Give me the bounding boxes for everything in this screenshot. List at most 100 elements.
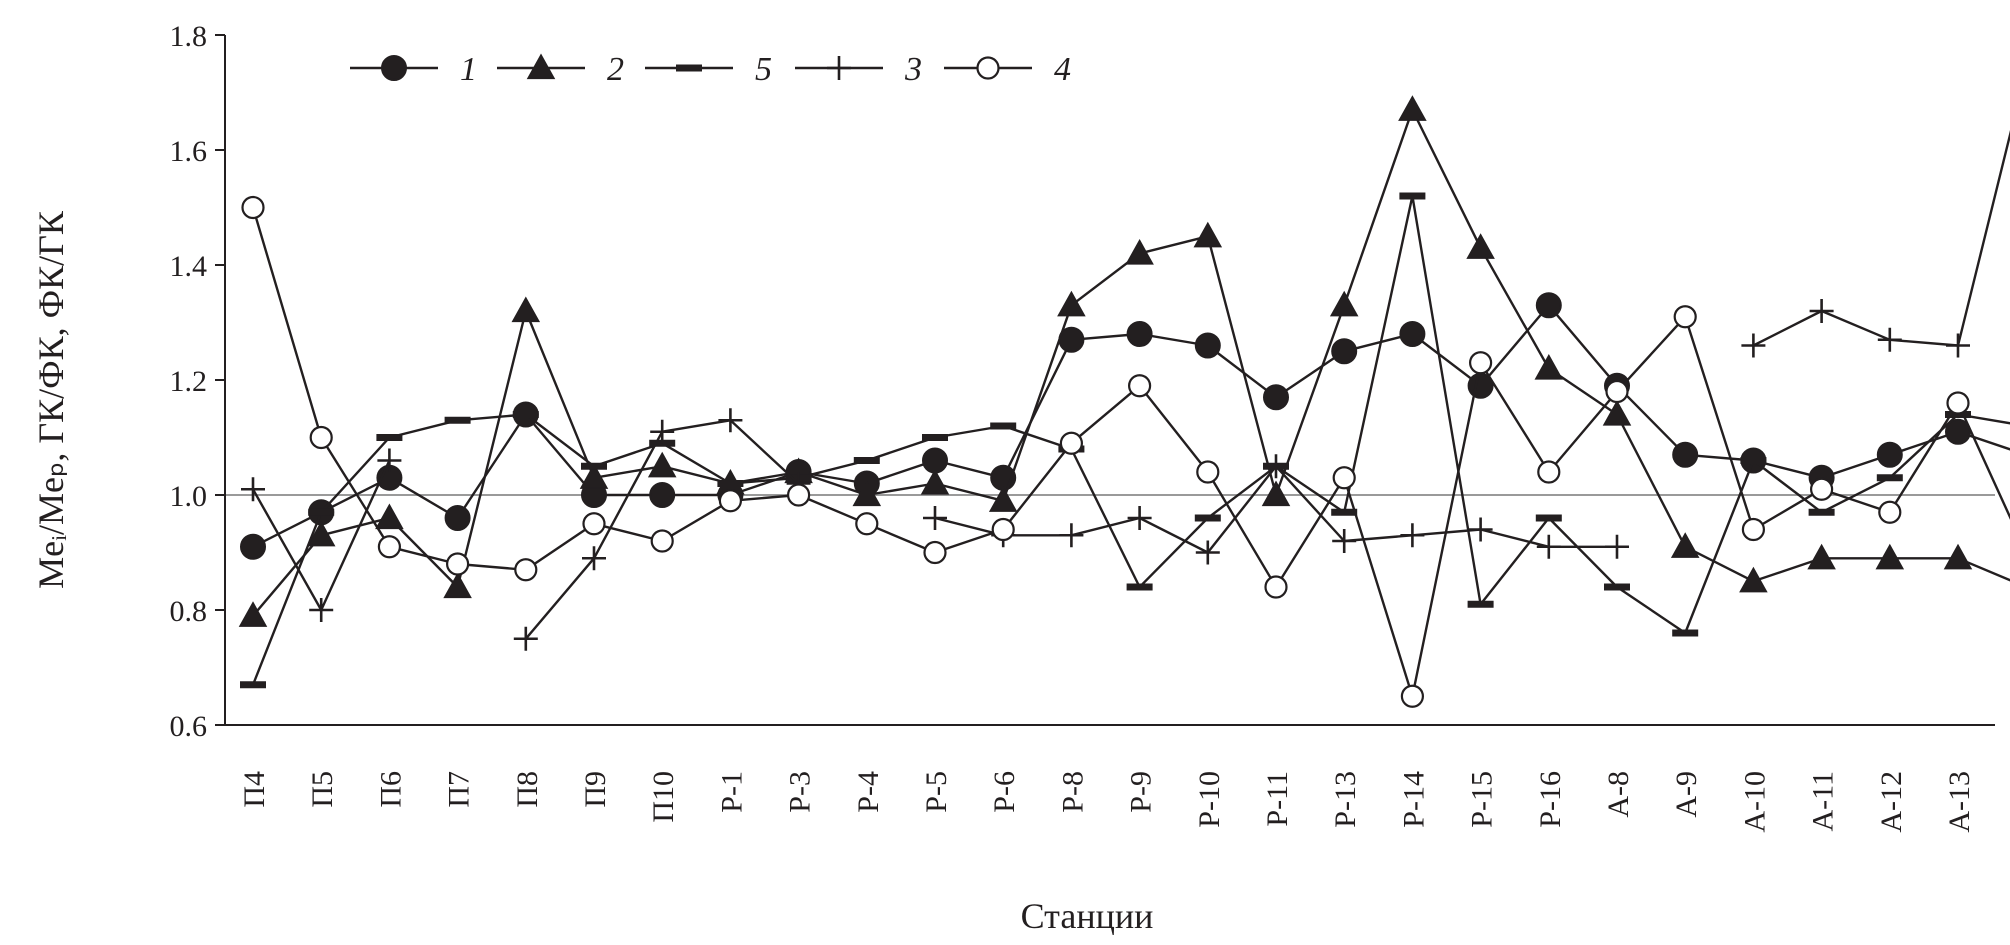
x-tick-label: П5 — [306, 771, 339, 808]
data-point — [1194, 514, 1221, 522]
series-2 — [238, 95, 2010, 627]
data-point — [511, 296, 541, 323]
series-4 — [241, 195, 2010, 708]
data-point — [1536, 534, 1561, 559]
data-point — [579, 463, 609, 489]
x-tick-label: А-10 — [1738, 771, 1771, 833]
data-point — [377, 448, 402, 473]
data-point — [309, 425, 333, 450]
data-point — [923, 540, 947, 565]
data-point — [1399, 192, 1426, 200]
data-point — [1400, 684, 1425, 708]
x-tick-label: А-13 — [1943, 771, 1976, 833]
data-point — [514, 558, 538, 582]
data-point — [1809, 477, 1834, 501]
data-point — [513, 626, 538, 651]
y-tick-label: 1.4 — [170, 250, 208, 283]
data-point — [1535, 514, 1562, 522]
y-axis-title: Meᵢ/Meₚ, ГК/ФК, ФК/ГК — [31, 210, 71, 589]
data-point — [1468, 351, 1493, 375]
data-point — [1127, 506, 1152, 530]
series-1 — [240, 292, 2010, 560]
data-point — [308, 508, 335, 516]
x-tick-label: П7 — [443, 771, 476, 808]
x-axis-title: Станции — [1021, 896, 1154, 936]
data-point — [1807, 543, 1836, 570]
series-5 — [240, 192, 2010, 689]
data-point — [852, 480, 882, 507]
data-point — [377, 535, 401, 559]
data-point — [1946, 391, 1970, 415]
y-tick-label: 1.2 — [170, 365, 208, 398]
data-point — [1605, 534, 1629, 559]
x-tick-label: Р-3 — [784, 771, 817, 813]
data-point — [990, 422, 1017, 430]
data-point — [1195, 540, 1220, 565]
legend-item-2: 2 — [497, 51, 624, 88]
legend-item-1: 1 — [350, 51, 477, 88]
data-point — [1263, 384, 1289, 411]
data-point — [717, 480, 744, 487]
data-point — [1466, 233, 1495, 259]
y-tick-label: 0.8 — [170, 595, 208, 628]
data-point — [1673, 305, 1697, 329]
x-tick-label: Р-8 — [1056, 771, 1089, 813]
series-line-5 — [251, 194, 2010, 686]
data-point — [922, 447, 948, 474]
data-point — [376, 434, 403, 441]
data-point — [1741, 517, 1766, 542]
data-point — [446, 552, 470, 576]
data-point — [1809, 299, 1834, 323]
legend-item-3: 3 — [795, 51, 922, 88]
data-point — [1875, 543, 1905, 570]
data-point — [1059, 523, 1084, 548]
legend-marker — [381, 55, 407, 81]
data-point — [1126, 583, 1153, 591]
x-tick-label: Р-6 — [988, 771, 1021, 813]
data-point — [241, 195, 265, 220]
data-point — [1808, 508, 1835, 516]
data-point — [240, 533, 266, 560]
data-point — [1194, 332, 1221, 359]
data-point — [1604, 583, 1630, 591]
data-point — [1672, 629, 1699, 637]
data-point — [309, 598, 334, 622]
data-point — [853, 457, 880, 464]
series-3 — [241, 130, 2010, 651]
data-point — [1534, 353, 1564, 380]
series-line-2 — [252, 108, 2010, 617]
legend-label: 1 — [460, 51, 477, 88]
data-point — [650, 419, 675, 444]
data-point — [718, 489, 743, 513]
data-point — [1739, 566, 1768, 593]
data-point — [650, 529, 674, 553]
data-point — [1127, 374, 1152, 398]
data-point — [581, 462, 607, 470]
data-point — [1468, 517, 1493, 542]
data-point — [1332, 466, 1356, 490]
x-tick-label: А-9 — [1670, 771, 1703, 818]
legend-marker — [526, 53, 556, 80]
data-point — [1400, 523, 1425, 548]
x-tick-label: Р-10 — [1193, 771, 1226, 828]
x-tick-label: П9 — [579, 771, 612, 808]
data-point — [922, 434, 948, 441]
legend-label: 2 — [607, 51, 624, 88]
data-point — [1943, 543, 1973, 570]
series-line-3 — [251, 130, 2010, 640]
data-point — [1196, 460, 1220, 484]
data-point — [649, 482, 676, 508]
data-point — [1331, 508, 1358, 516]
x-tick-label: Р-11 — [1261, 771, 1294, 827]
data-point — [1672, 441, 1699, 468]
legend-item-4: 4 — [944, 51, 1071, 88]
legend-label: 3 — [904, 51, 922, 88]
data-point — [1605, 379, 1629, 404]
y-tick-label: 1.8 — [170, 20, 208, 53]
x-tick-label: П10 — [647, 771, 680, 823]
data-point — [647, 451, 677, 478]
data-point — [1329, 290, 1359, 317]
data-point — [1876, 441, 1903, 468]
legend-item-5: 5 — [645, 51, 772, 88]
